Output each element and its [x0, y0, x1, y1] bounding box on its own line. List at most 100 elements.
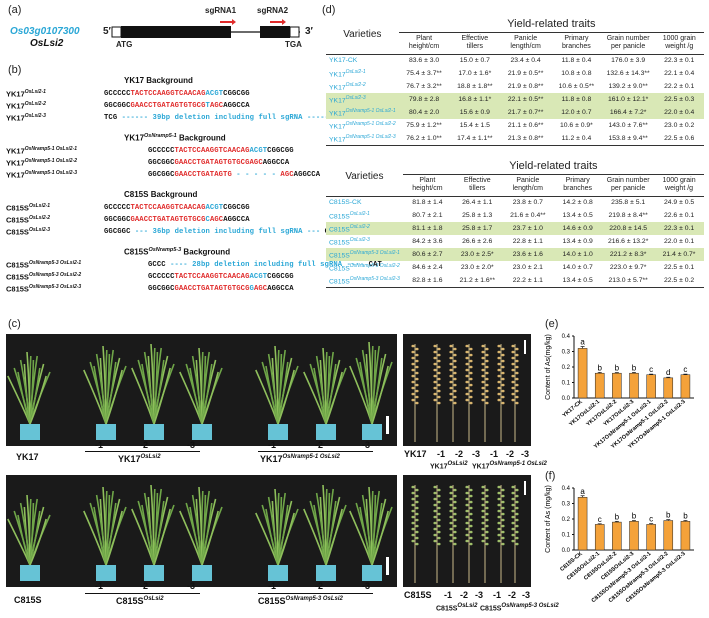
c815s-m2-label: -2: [140, 581, 149, 591]
significance-letter: b: [632, 512, 637, 521]
rice-plant: [255, 345, 299, 440]
yield-table: Varieties Yield-related traits Plant heigh…: [326, 16, 704, 146]
scale-bar: [386, 416, 389, 434]
significance-letter: a: [580, 338, 585, 347]
bar: [646, 524, 656, 551]
c815s-dm2-label: -2: [315, 581, 324, 591]
significance-letter: c: [649, 365, 653, 374]
yk17-panicle-dm3: -3: [521, 449, 530, 459]
panicle: [465, 344, 473, 442]
tga-label: TGA: [285, 40, 302, 49]
yk17-wt-label: YK17: [16, 452, 39, 462]
sequence-row: GCCC ---- 28bp deletion including full s…: [148, 261, 382, 269]
significance-letter: a: [580, 487, 585, 496]
significance-letter: c: [598, 515, 602, 524]
rice-plant: [83, 486, 127, 581]
rice-plant: [303, 484, 347, 581]
significance-letter: b: [615, 512, 620, 521]
rice-plant: [131, 343, 175, 440]
significance-letter: c: [649, 515, 653, 524]
gene-id: Os03g0107300: [10, 26, 80, 37]
c815s-dm3-label: -3: [362, 581, 371, 591]
sequence-row-name: C815SOsLsi2-1: [6, 203, 51, 213]
sequence-row-name: C815SOsNramp5-3 OsLsi2-3: [6, 284, 82, 294]
yk17-panicle-dm2: -2: [506, 449, 515, 459]
panicle: [481, 485, 489, 583]
panicle: [411, 344, 419, 442]
yk17-panicle-g2: YK17OsNramp5-1 OsLsi2: [472, 461, 547, 471]
rice-plant: [179, 486, 223, 581]
bar: [612, 521, 622, 551]
significance-letter: b: [683, 512, 688, 521]
c815s-panicle-m2: -2: [460, 590, 469, 600]
table-row: YK17OsLsi2-1 75.4 ± 3.7** 17.0 ± 1.6* 21.9 …: [329, 68, 695, 79]
table-row: C815SOsLsi2-1 80.7 ± 2.1 25.8 ± 1.3 21.6 ± …: [329, 210, 695, 221]
y-tick-label: 0.3: [562, 350, 571, 356]
bar: [594, 372, 605, 399]
yk17-dm3-label: -3: [362, 440, 371, 450]
yk17-double-group-label: YK17OsNramp5-1 OsLsi2: [260, 454, 340, 464]
rice-plant: [179, 347, 223, 440]
scale-bar: [386, 557, 389, 575]
table-row: YK17OsLsi2-2 76.7 ± 3.2** 18.8 ± 1.8** 21.9…: [329, 81, 695, 92]
c815s-panicle-m1: -1: [444, 590, 453, 600]
yk17-panicle-dm1: -1: [490, 449, 499, 459]
panel-b-label: (b): [8, 64, 22, 76]
y-tick-label: 0.4: [562, 334, 571, 340]
yk17-panicle-wt-label: YK17: [404, 449, 427, 459]
rice-plant: [83, 345, 127, 440]
y-axis-label: Content of As (mg/kg): [545, 485, 552, 553]
panicle: [433, 344, 441, 442]
table-row: C815SOsNramp5-3 OsLsi2-1 80.6 ± 2.7 23.0 ±…: [326, 248, 704, 261]
background-header: YK17OsNramp5-1 Background: [124, 133, 226, 143]
rice-plant: [349, 486, 393, 581]
panicle: [481, 344, 489, 442]
sequence-row-name: YK17OsLsi2-3: [6, 113, 46, 123]
panicle: [449, 485, 457, 583]
table-row: YK17OsNramp5-1 OsLsi2-3 76.2 ± 1.0** 17.4 …: [326, 132, 704, 146]
yk17-lsi2-group-label: YK17OsLsi2: [118, 454, 161, 464]
panicle: [465, 485, 473, 583]
c815s-panicle-dm2: -2: [508, 590, 517, 600]
yield-table-yk17: Varieties Yield-related traits Plant heigh…: [326, 16, 704, 146]
panel-e-label: (e): [545, 318, 559, 330]
table-row: YK17OsNramp5-1 OsLsi2-1 80.4 ± 2.0 15.6 ± …: [326, 106, 704, 119]
bracket-line: [85, 593, 200, 594]
panel-f-label: (f): [545, 470, 556, 482]
c815s-double-group-label: C815SOsNramp5-3 OsLsi2: [258, 596, 343, 606]
gene-name: OsLsi2: [30, 38, 64, 49]
background-header: YK17 Background: [124, 76, 193, 85]
bar: [680, 521, 691, 551]
c815s-panicle-wt-label: C815S: [404, 590, 432, 600]
yield-table-c815s: Varieties Yield-related traits Plant heigh…: [326, 158, 704, 288]
bar: [646, 374, 656, 399]
panicle: [511, 344, 519, 442]
panicle: [433, 485, 441, 583]
sequence-row: GCCCCCTACTCCAAGGTCAACAGACGTCGGCGG: [104, 204, 250, 212]
bar: [577, 497, 588, 551]
sequence-row-name: YK17OsLsi2-2: [6, 101, 46, 111]
y-tick-label: 0.2: [562, 365, 571, 371]
three-prime: 3′: [305, 26, 313, 37]
rice-plant: [131, 484, 175, 581]
c815s-panicle-g2: C815SOsNramp5-3 OsLsi2: [480, 603, 559, 613]
table-row: C815SOsNramp5-3 OsLsi2-3 82.8 ± 1.6 21.2 ±…: [326, 274, 704, 288]
sequence-row-name: C815SOsLsi2-3: [6, 227, 51, 237]
y-tick-label: 0.0: [562, 548, 571, 554]
bar: [629, 372, 639, 399]
c815s-wt-label: C815S: [14, 595, 42, 605]
sequence-row: GGCGGC --- 36bp deletion including full …: [104, 228, 338, 236]
c815s-panicle-dm3: -3: [522, 590, 531, 600]
sequence-row: GCCCCCTACTCCAAGGTCAACAGACGTCGGCGG: [148, 147, 294, 155]
sequence-row-name: YK17OsLsi2-1: [6, 89, 46, 99]
sequence-row-name: C815SOsNramp5-3 OsLsi2-2: [6, 272, 82, 282]
bracket-line: [258, 593, 373, 594]
sequence-row: GGCGGCGAACCTGATAGTGTGCGCAGCAGGCCA: [104, 216, 250, 224]
c815s-lsi2-group-label: C815SOsLsi2: [116, 596, 164, 606]
bar: [663, 520, 674, 551]
sgrna2-label: sgRNA2: [257, 6, 289, 15]
significance-letter: c: [683, 365, 687, 374]
rice-plant: [7, 494, 51, 581]
sequence-row: GCCCCCTACTCCAAGGTCAACAGACGTCGGCGG: [104, 90, 250, 98]
